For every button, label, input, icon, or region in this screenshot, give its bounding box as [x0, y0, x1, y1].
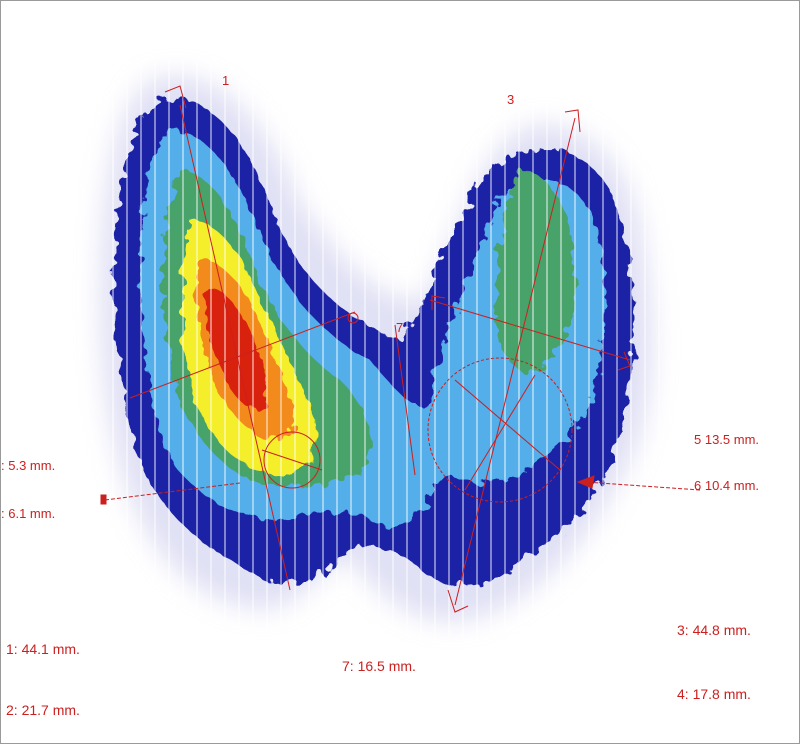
left-lobe-length-line: [454, 117, 576, 606]
measurement-5-right: 5 13.5 mm.: [694, 432, 760, 447]
right-lobe-label: 1: [222, 73, 230, 88]
isthmus-marker: [347, 312, 359, 324]
left-lobe-label: 3: [507, 92, 515, 107]
measurement-3: 3: 44.8 mm.: [677, 622, 751, 638]
isthmus-line: [394, 324, 416, 476]
left-nodule-diameter-5: [454, 379, 561, 471]
measurement-5-left: : 5.3 mm.: [1, 458, 56, 473]
measurement-6-left: : 6.1 mm.: [1, 506, 56, 521]
measurement-4: 4: 17.8 mm.: [677, 686, 751, 702]
measurement-2: 2: 21.7 mm.: [6, 702, 80, 718]
right-pointer-line: [584, 481, 701, 491]
isthmus-label: 7: [396, 320, 404, 335]
measurement-7: 7: 16.5 mm.: [342, 658, 416, 674]
left-pointer-marker: [100, 494, 107, 505]
measurement-6-right: 6 10.4 mm.: [694, 478, 760, 493]
right-nodule-circle: [263, 431, 321, 489]
right-lobe-length-line: [179, 104, 291, 591]
right-lobe-length-bracket-top: [164, 85, 187, 109]
left-lobe-width-line: [429, 299, 631, 361]
measurement-overlay: [100, 85, 701, 613]
scan-line-stripes: [100, 60, 660, 660]
left-lobe-width-bracket-right: [617, 351, 631, 371]
left-nodule-diameter-6: [464, 374, 536, 491]
right-lobe-width-line: [129, 311, 356, 399]
left-lobe-length-bracket-top: [564, 109, 581, 133]
right-nodule-diameter-5: [261, 449, 323, 471]
left-pointer-line: [104, 482, 241, 501]
left-lobe-length-bracket-bottom: [447, 589, 469, 613]
right-pointer-arrowhead: [576, 475, 595, 489]
measurement-1: 1: 44.1 mm.: [6, 641, 80, 657]
left-nodule-circle: [427, 357, 573, 503]
left-lobe-width-bracket-left: [431, 295, 446, 310]
